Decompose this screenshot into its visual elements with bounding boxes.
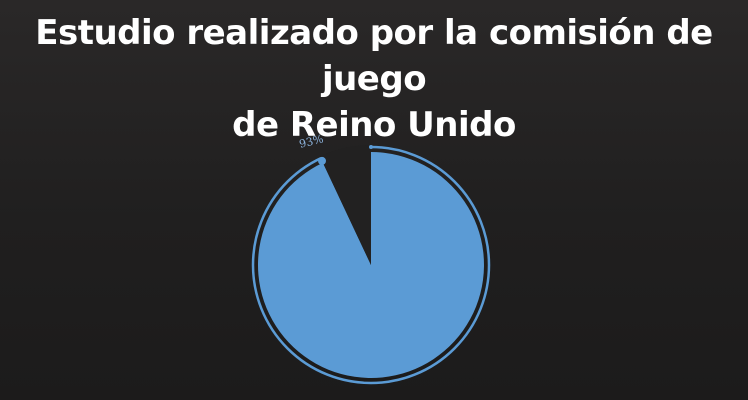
pie-slice-7[interactable] (319, 145, 371, 265)
chart-title-line-2: de Reino Unido (232, 105, 516, 145)
slice-end-marker (318, 156, 326, 165)
slice-start-marker (369, 145, 373, 149)
pie-slice-93[interactable] (257, 152, 484, 379)
chart-title: Estudio realizado por la comisión de jue… (0, 10, 748, 148)
chart-title-line-1: Estudio realizado por la comisión de jue… (35, 13, 713, 99)
data-label-93: 93% (298, 132, 325, 151)
